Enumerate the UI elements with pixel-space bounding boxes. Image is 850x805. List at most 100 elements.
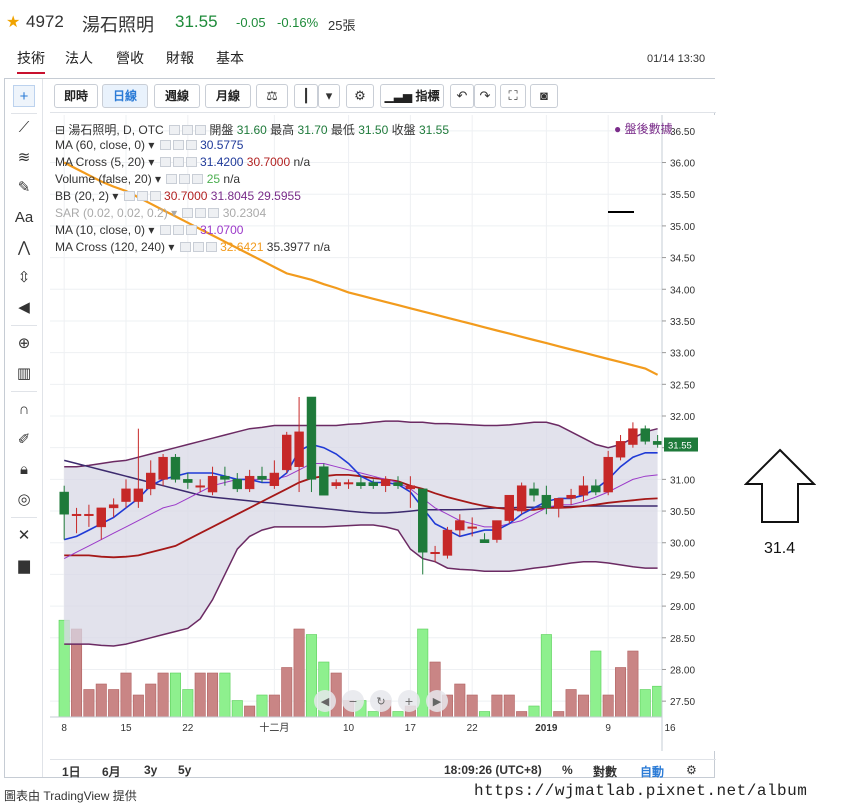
trendline-icon[interactable]: ⟋	[18, 119, 30, 136]
scroll-left-icon[interactable]	[314, 690, 336, 712]
eye-icon[interactable]	[123, 191, 135, 201]
fullscreen-icon[interactable]: ⛶	[500, 84, 526, 108]
legend-indicator-row[interactable]: SAR (0.02, 0.02, 0.2) ▾ 30.2304	[55, 206, 266, 222]
settings-tools-icon[interactable]: ✕	[17, 527, 31, 544]
range-1d[interactable]: 1日	[62, 765, 81, 779]
zoom-icon[interactable]: ⊕	[17, 335, 31, 352]
redo-icon[interactable]: ↷	[474, 84, 496, 108]
range-5y[interactable]: 5y	[178, 763, 192, 777]
settings-icon[interactable]	[192, 242, 204, 252]
brush-icon[interactable]: ✎	[17, 179, 31, 196]
fib-icon[interactable]: ≋	[17, 149, 31, 166]
camera-icon[interactable]: ◙	[530, 84, 558, 108]
settings-icon[interactable]	[182, 125, 194, 135]
low-value: 31.50	[358, 123, 389, 137]
settings-icon[interactable]	[195, 208, 207, 218]
realtime-button[interactable]: 即時	[54, 84, 98, 108]
range-3y[interactable]: 3y	[144, 763, 158, 777]
compare-icon[interactable]: ⚖	[256, 84, 288, 108]
section-tabs: 技術 法人 營收 財報 基本	[0, 48, 720, 74]
tab-institutional[interactable]: 法人	[65, 50, 93, 66]
arrow-left-icon[interactable]: ◀	[18, 299, 30, 316]
eye-icon[interactable]	[169, 125, 181, 135]
settings-icon[interactable]	[172, 157, 184, 167]
close-icon[interactable]	[185, 157, 197, 167]
eye-icon[interactable]	[159, 140, 171, 150]
crosshair-icon[interactable]: +	[13, 85, 35, 107]
legend-collapse-icon[interactable]: ⊟	[55, 123, 69, 137]
time-tick-label: 8	[61, 723, 67, 734]
hide-icon[interactable]: ◎	[17, 491, 31, 508]
trash-icon[interactable]: ▆	[18, 557, 30, 574]
indicator-label: SAR (0.02, 0.02, 0.2) ▾	[55, 206, 181, 220]
reset-icon[interactable]	[370, 690, 392, 712]
close-icon[interactable]	[208, 208, 220, 218]
eye-icon[interactable]	[159, 157, 171, 167]
text-tool-icon[interactable]: Aa	[14, 209, 34, 226]
indicator-label: MA Cross (120, 240) ▾	[55, 240, 178, 254]
indicator-value: 31.8045	[207, 189, 255, 203]
star-icon[interactable]: ★	[6, 14, 21, 31]
time-tick-label: 2019	[535, 723, 558, 734]
high-label: 最高	[270, 123, 295, 137]
pattern-icon[interactable]: ⋀	[17, 239, 31, 256]
range-6m[interactable]: 6月	[102, 765, 121, 779]
eye-icon[interactable]	[182, 208, 194, 218]
tab-margin[interactable]: 營收	[116, 50, 144, 66]
daily-button[interactable]: 日線	[102, 84, 148, 108]
tab-revenue[interactable]: 財報	[166, 50, 194, 66]
eye-icon[interactable]	[179, 242, 191, 252]
after-hours-link[interactable]: ● 盤後數據	[614, 120, 673, 137]
legend-indicator-row[interactable]: Volume (false, 20) ▾ 25 n/a	[55, 172, 240, 188]
settings-icon[interactable]	[172, 140, 184, 150]
volume-bar	[615, 667, 627, 718]
legend-indicator-row[interactable]: MA Cross (5, 20) ▾ 31.4200 30.7000 n/a	[55, 155, 310, 171]
tab-financials[interactable]: 基本	[216, 50, 244, 66]
magnet-icon[interactable]: ∩	[18, 401, 30, 418]
close-icon[interactable]	[185, 225, 197, 235]
price-tick-label: 33.50	[670, 317, 695, 328]
chevron-down-icon[interactable]: ▾	[318, 84, 340, 108]
lock-icon[interactable]: 🔒︎	[20, 461, 28, 478]
eye-icon[interactable]	[159, 225, 171, 235]
percent-toggle[interactable]: %	[562, 763, 573, 777]
after-hours-label: 盤後數據	[624, 122, 673, 136]
close-icon[interactable]	[195, 125, 207, 135]
settings-icon[interactable]	[179, 174, 191, 184]
close-icon[interactable]	[192, 174, 204, 184]
close-icon[interactable]	[205, 242, 217, 252]
ma120-line	[63, 161, 659, 376]
candle-type-icon[interactable]: ┃	[294, 84, 318, 108]
chart-widget: + ⟋ ≋ ✎ Aa ⋀ ⇳ ◀ ⊕ ▥ ∩ ✐ 🔒︎ ◎ ✕ ▆ 即時 日線 …	[4, 78, 716, 779]
measure-icon[interactable]: ⇳	[17, 269, 31, 286]
scroll-right-icon[interactable]	[426, 690, 448, 712]
indicators-button[interactable]: ▁▃▅ 指標	[380, 84, 444, 108]
legend-indicator-row[interactable]: BB (20, 2) ▾ 30.7000 31.8045 29.5955	[55, 189, 301, 205]
chart-area[interactable]: 36.50 36.00 35.50 35.00 34.50 34.00 33.50 33.00…	[50, 115, 716, 751]
volume-bar	[244, 705, 256, 718]
volume-bar	[479, 711, 491, 718]
gear-icon[interactable]: ⚙	[686, 763, 697, 777]
gear-icon[interactable]: ⚙	[346, 84, 374, 108]
monthly-button[interactable]: 月線	[205, 84, 251, 108]
volume-bar	[652, 685, 664, 718]
settings-icon[interactable]	[136, 191, 148, 201]
tab-technical[interactable]: 技術	[17, 48, 45, 74]
legend-indicator-row[interactable]: MA (60, close, 0) ▾ 30.5775	[55, 138, 243, 154]
ruler-icon[interactable]: ▥	[16, 365, 32, 382]
stay-drawing-icon[interactable]: ✐	[17, 431, 31, 448]
legend-indicator-row[interactable]: MA (10, close, 0) ▾ 31.0700	[55, 223, 243, 239]
close-icon[interactable]	[149, 191, 161, 201]
zoom-out-icon[interactable]	[342, 690, 364, 712]
undo-icon[interactable]: ↶	[450, 84, 474, 108]
close-icon[interactable]	[185, 140, 197, 150]
zoom-in-icon[interactable]	[398, 690, 420, 712]
price-chart[interactable]: 36.50 36.00 35.50 35.00 34.50 34.00 33.50 33.00…	[50, 115, 716, 751]
legend-indicator-row[interactable]: MA Cross (120, 240) ▾ 32.6421 35.3977 n/…	[55, 240, 330, 256]
log-toggle[interactable]: 對數	[593, 765, 618, 779]
indicator-value: 30.5775	[196, 138, 244, 152]
eye-icon[interactable]	[166, 174, 178, 184]
weekly-button[interactable]: 週線	[154, 84, 200, 108]
auto-toggle[interactable]: 自動	[640, 765, 665, 779]
settings-icon[interactable]	[172, 225, 184, 235]
